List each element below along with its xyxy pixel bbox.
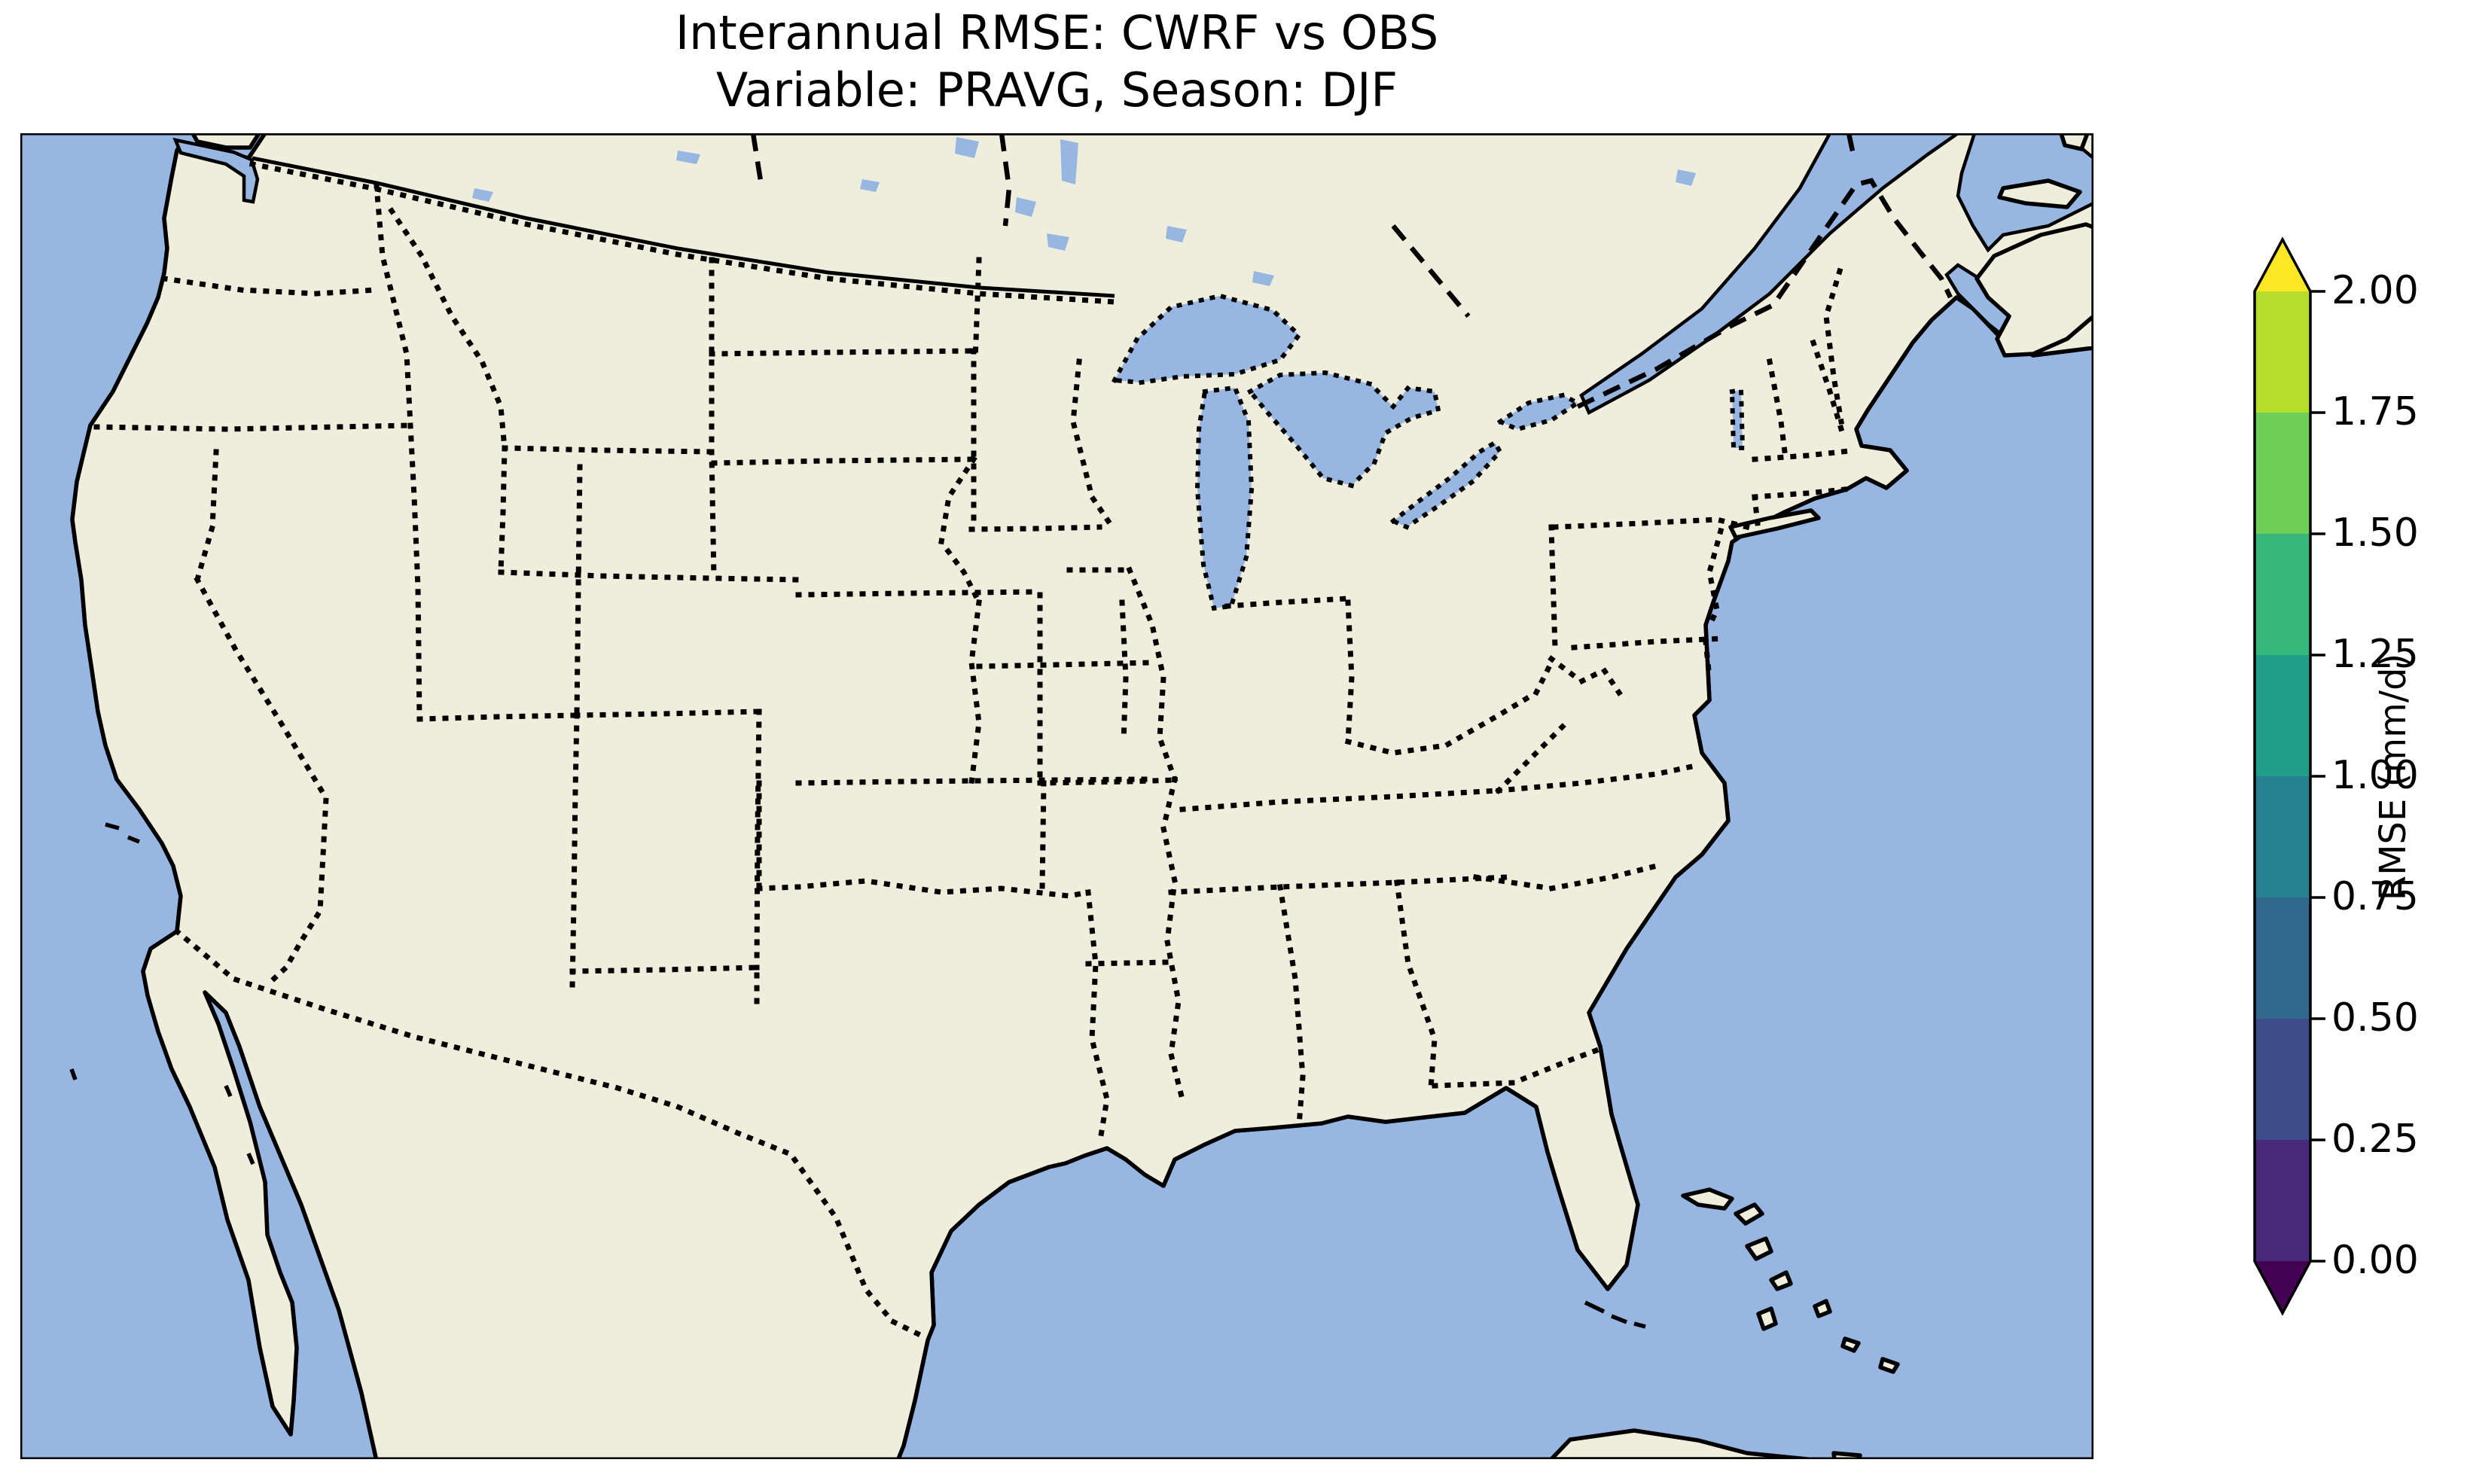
- colorbar-tick-1.50: 1.50: [2331, 510, 2419, 556]
- colorbar: [2253, 236, 2325, 1316]
- title-line-2: Variable: PRAVG, Season: DJF: [715, 62, 1398, 117]
- prince-edward-island: [1997, 178, 2082, 209]
- state-borders-midwest: [1066, 358, 1558, 1103]
- us-canada-border-west: [252, 156, 1115, 298]
- colorbar-segment-0p25-0p50: [2255, 1019, 2310, 1140]
- colorbar-segment-1p50-1p75: [2255, 413, 2310, 534]
- channel-islands: [69, 822, 255, 1166]
- state-borders-east: [1552, 267, 1859, 681]
- islands: [69, 133, 2093, 1459]
- colorbar-segment-1p25-1p50: [2255, 534, 2310, 655]
- colorbar-segment-1p00-1p25: [2255, 655, 2310, 776]
- colorbar-tick-2.00: 2.00: [2331, 267, 2419, 313]
- us-canada-border-west-state-edge: [249, 160, 1118, 305]
- colorbar-tick-1.75: 1.75: [2331, 389, 2419, 434]
- lake-ontario: [1495, 392, 1583, 432]
- nova-scotia: [1975, 222, 2093, 358]
- state-borders-south: [1085, 655, 1696, 1148]
- canada-small-lakes: [472, 137, 1696, 286]
- great-lakes: [1111, 293, 1746, 611]
- colorbar-segment-0p75-1p00: [2255, 776, 2310, 897]
- state-borders-plains: [709, 257, 1178, 899]
- state-borders-west: [93, 183, 801, 1016]
- strait-of-juan-de-fuca: [172, 137, 260, 204]
- colorbar-tick-marks: [2310, 290, 2325, 1263]
- country-borders: [173, 133, 1953, 1342]
- cuba: [1549, 1428, 1810, 1459]
- colorbar-under-arrow: [2255, 1261, 2310, 1313]
- colorbar-tick-0.00: 0.00: [2331, 1237, 2419, 1283]
- lake-erie: [1389, 439, 1503, 530]
- newfoundland-corner: [2059, 133, 2090, 151]
- colorbar-tick-1.25: 1.25: [2331, 631, 2419, 677]
- colorbar-segment-0p50-0p75: [2255, 897, 2310, 1019]
- colorbar-tick-1.00: 1.00: [2331, 752, 2419, 798]
- long-island: [1728, 508, 1821, 540]
- state-borders: [93, 183, 1859, 1148]
- title-line-1: Interannual RMSE: CWRF vs OBS: [675, 5, 1439, 60]
- lake-champlain: [1729, 387, 1746, 450]
- colorbar-axis-label: RMSE (mm/d): [2372, 653, 2414, 901]
- colorbar-over-arrow: [2255, 239, 2310, 291]
- colorbar-tick-0.50: 0.50: [2331, 995, 2419, 1041]
- lake-huron: [1246, 370, 1441, 489]
- us-mexico-border: [173, 928, 932, 1342]
- st-lawrence-river: [1579, 133, 1961, 416]
- colorbar-tick-0.25: 0.25: [2331, 1116, 2419, 1162]
- colorbar-segment-0p00-0p25: [2255, 1140, 2310, 1261]
- vancouver-island: [191, 133, 261, 150]
- lake-superior: [1111, 293, 1303, 385]
- lake-michigan: [1194, 385, 1255, 611]
- cuba-islet: [1831, 1451, 1862, 1459]
- water-features: [172, 133, 2093, 416]
- canada-province-borders: [750, 133, 1857, 318]
- us-canada-border-east: [1576, 178, 1953, 409]
- figure-title: Interannual RMSE: CWRF vs OBS Variable: …: [20, 5, 2093, 118]
- bahamas: [1681, 1187, 1900, 1374]
- colorbar-tick-0.75: 0.75: [2331, 873, 2419, 919]
- florida-keys: [1584, 1300, 1646, 1329]
- colorbar-segment-1p75-2p00: [2255, 291, 2310, 413]
